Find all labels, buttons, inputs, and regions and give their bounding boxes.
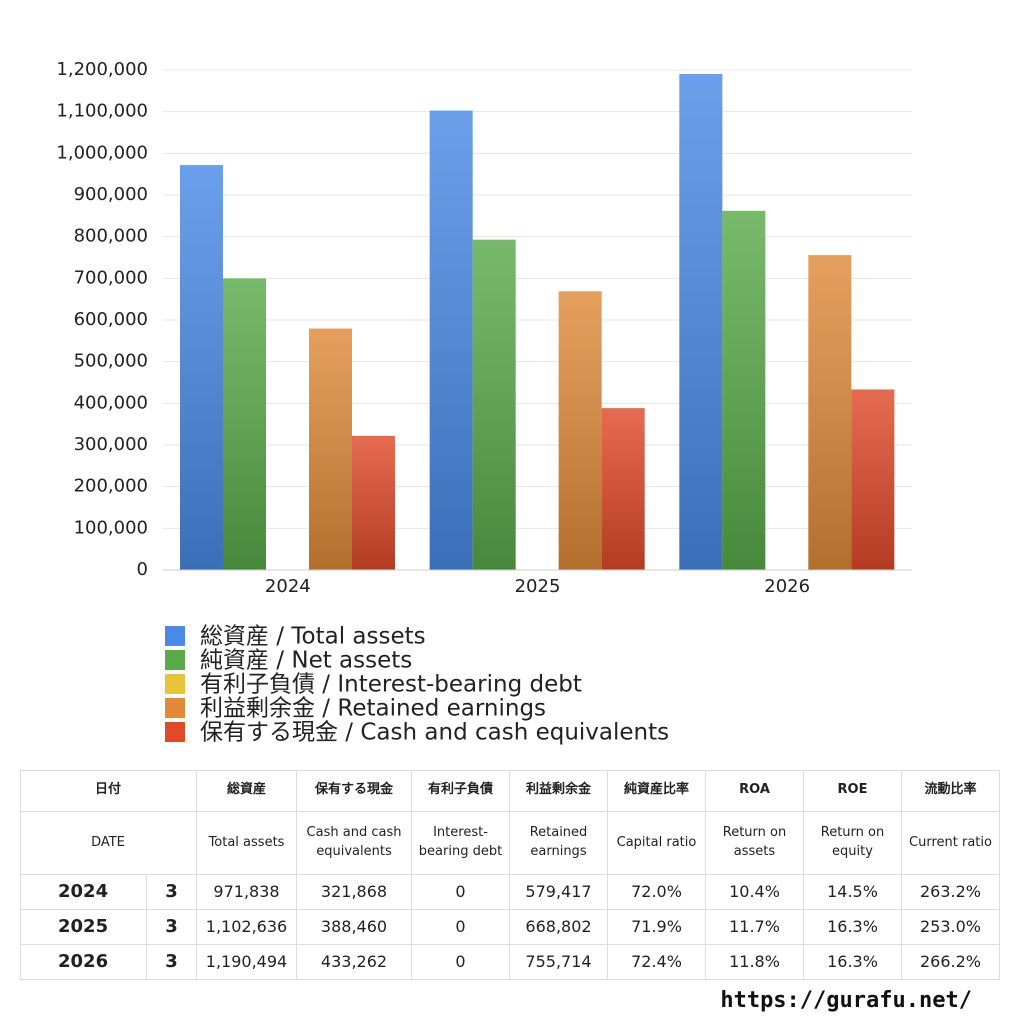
- y-tick-label: 1,000,000: [56, 142, 148, 163]
- legend-label: 利益剰余金 / Retained earnings: [200, 696, 546, 722]
- y-tick-label: 1,200,000: [56, 59, 148, 80]
- table-cell: 1,102,636: [197, 910, 297, 945]
- row-date: 2024: [20, 875, 147, 910]
- legend-label: 有利子負債 / Interest-bearing debt: [200, 672, 582, 698]
- legend-label: 総資産 / Total assets: [200, 624, 426, 650]
- header-ja: 流動比率: [902, 770, 1000, 812]
- table-cell: 971,838: [197, 875, 297, 910]
- table-cell: 16.3%: [804, 945, 902, 980]
- header-ja: 保有する現金: [297, 770, 412, 812]
- header-ja: 純資産比率: [608, 770, 706, 812]
- legend-swatch: [165, 722, 185, 742]
- bar: [851, 389, 895, 570]
- table-cell: 3: [147, 945, 197, 980]
- y-tick-label: 1,100,000: [56, 101, 148, 122]
- y-tick-label: 800,000: [74, 226, 148, 247]
- y-tick-label: 600,000: [74, 309, 148, 330]
- table-cell: 321,868: [297, 875, 412, 910]
- legend-swatch: [165, 698, 185, 718]
- header-ja: 日付: [20, 770, 197, 812]
- table-cell: 668,802: [510, 910, 608, 945]
- table-cell: 11.7%: [706, 910, 804, 945]
- table-cell: 253.0%: [902, 910, 1000, 945]
- header-ja: ROE: [804, 770, 902, 812]
- header-en: Cash and cash equivalents: [297, 812, 412, 875]
- bar: [722, 210, 766, 570]
- header-en: Capital ratio: [608, 812, 706, 875]
- table-cell: 1,190,494: [197, 945, 297, 980]
- legend-swatch: [165, 674, 185, 694]
- footer-url: https://gurafu.net/: [720, 988, 972, 1013]
- x-tick-label: 2025: [515, 576, 561, 597]
- bar: [429, 110, 473, 571]
- x-tick-label: 2024: [265, 576, 311, 597]
- table-cell: 0: [412, 875, 510, 910]
- table-cell: 0: [412, 910, 510, 945]
- y-tick-label: 900,000: [74, 184, 148, 205]
- table-cell: 72.0%: [608, 875, 706, 910]
- y-tick-label: 400,000: [74, 392, 148, 413]
- table-cell: 16.3%: [804, 910, 902, 945]
- bar: [309, 328, 352, 570]
- bar: [223, 278, 266, 570]
- y-tick-label: 0: [137, 559, 148, 580]
- table-border: [20, 770, 1000, 980]
- table-cell: 3: [147, 875, 197, 910]
- legend-label: 純資産 / Net assets: [200, 648, 412, 674]
- bar: [180, 165, 223, 570]
- bar: [472, 239, 516, 570]
- table-cell: 11.8%: [706, 945, 804, 980]
- x-tick-label: 2026: [764, 576, 810, 597]
- y-tick-label: 100,000: [74, 517, 148, 538]
- table-cell: 71.9%: [608, 910, 706, 945]
- legend-swatch: [165, 650, 185, 670]
- header-ja: 総資産: [197, 770, 297, 812]
- y-tick-label: 700,000: [74, 267, 148, 288]
- y-tick-label: 500,000: [74, 351, 148, 372]
- header-en: Return on equity: [804, 812, 902, 875]
- y-tick-label: 300,000: [74, 434, 148, 455]
- header-en: Interest-bearing debt: [412, 812, 510, 875]
- header-ja: 有利子負債: [412, 770, 510, 812]
- table-cell: 433,262: [297, 945, 412, 980]
- table-cell: 0: [412, 945, 510, 980]
- row-date: 2026: [20, 945, 147, 980]
- table-cell: 388,460: [297, 910, 412, 945]
- header-ja: 利益剰余金: [510, 770, 608, 812]
- header-ja: ROA: [706, 770, 804, 812]
- row-date: 2025: [20, 910, 147, 945]
- table-cell: 14.5%: [804, 875, 902, 910]
- header-en: Current ratio: [902, 812, 1000, 875]
- header-en: Return on assets: [706, 812, 804, 875]
- legend-swatch: [165, 626, 185, 646]
- table-cell: 579,417: [510, 875, 608, 910]
- bar: [558, 291, 602, 570]
- bar: [808, 255, 852, 570]
- table-cell: 755,714: [510, 945, 608, 980]
- header-en: Total assets: [197, 812, 297, 875]
- table-cell: 72.4%: [608, 945, 706, 980]
- chart: 0 100,000 200,000 300,000 400,000 500,000 600,…: [56, 59, 912, 746]
- bar: [352, 435, 395, 570]
- table-cell: 10.4%: [706, 875, 804, 910]
- header-en: DATE: [20, 812, 197, 875]
- table-cell: 266.2%: [902, 945, 1000, 980]
- table-cell: 3: [147, 910, 197, 945]
- table-cell: 263.2%: [902, 875, 1000, 910]
- legend-label: 保有する現金 / Cash and cash equivalents: [200, 720, 669, 746]
- y-tick-label: 200,000: [74, 476, 148, 497]
- header-en: Retained earnings: [510, 812, 608, 875]
- bar: [601, 408, 645, 570]
- bar: [679, 73, 723, 571]
